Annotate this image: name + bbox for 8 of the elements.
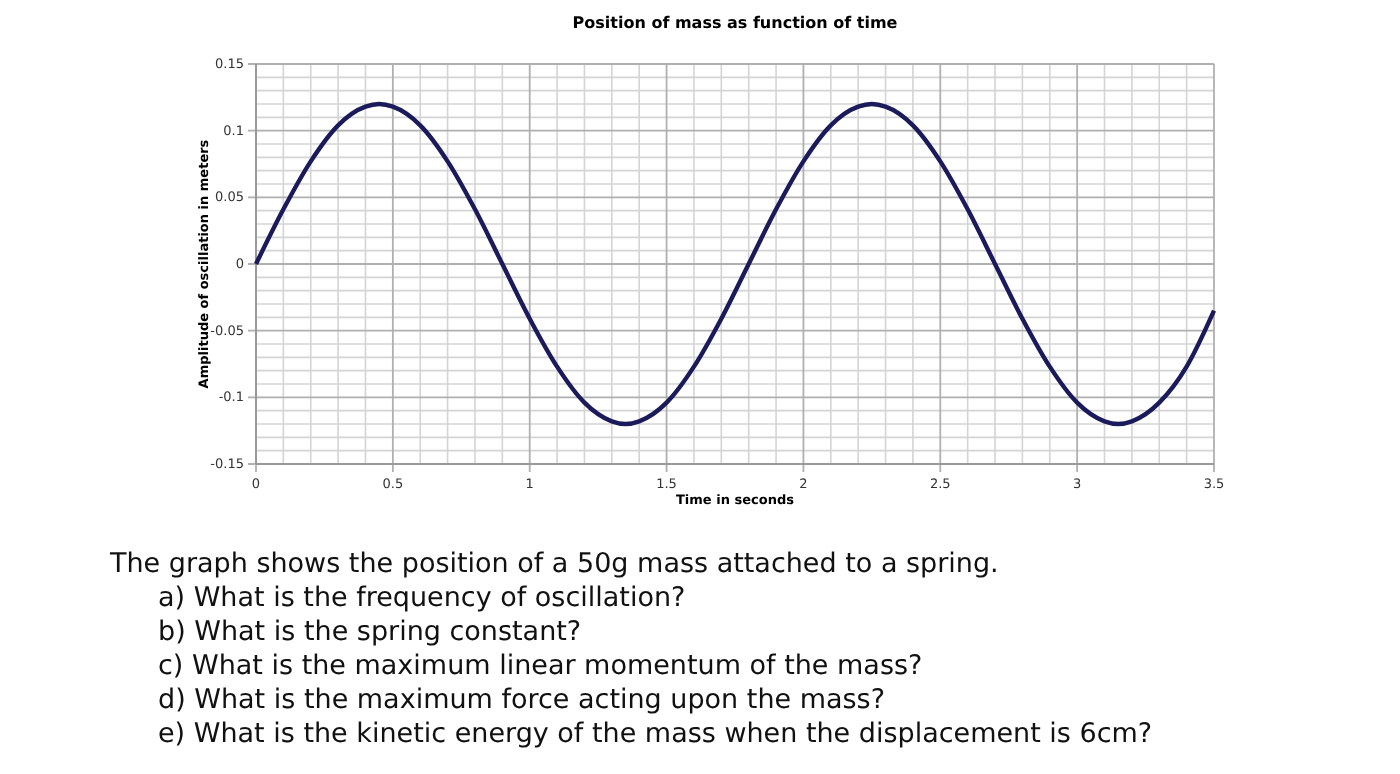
line-series [253,101,1217,427]
text: c) What is the maximum linear momentum of the mass? [158,650,923,682]
text: a) What is the frequency of oscillation? [158,582,686,614]
chart-title: Position of mass as function of time [572,14,899,32]
text: d) What is the maximum force acting upon the mass? [158,684,885,716]
text: The graph shows the position of a 50g mass attached to a spring. [108,548,999,580]
text: b) What is the spring constant? [158,616,582,648]
text: e) What is the kinetic energy of the mass when the displacement is 6cm? [158,718,1153,750]
